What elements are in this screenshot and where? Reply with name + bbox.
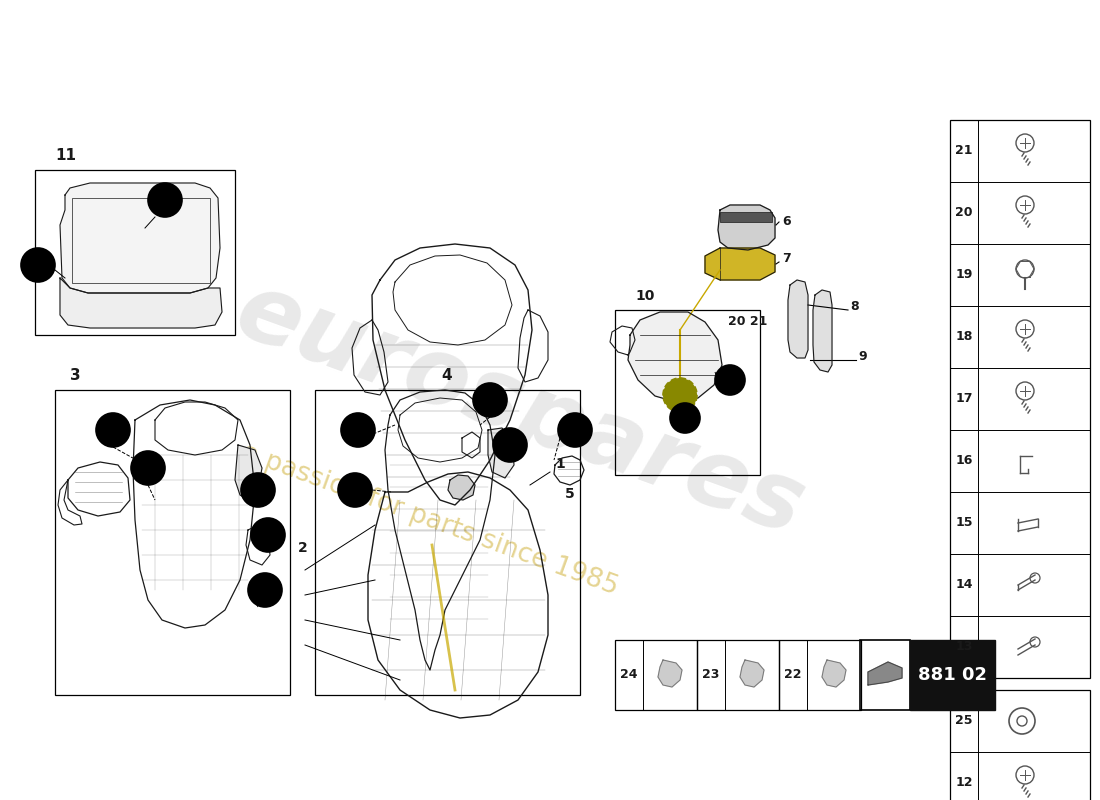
Circle shape (148, 183, 182, 217)
Polygon shape (60, 183, 220, 293)
Text: 14: 14 (955, 578, 972, 591)
Polygon shape (60, 278, 222, 328)
Bar (697, 640, 779, 710)
Polygon shape (628, 312, 722, 402)
Polygon shape (448, 475, 475, 500)
Bar (72, 198, 210, 283)
Text: 16: 16 (955, 454, 972, 467)
Text: 25: 25 (249, 483, 267, 497)
Text: 19: 19 (670, 388, 690, 402)
Text: 10: 10 (635, 289, 654, 303)
Text: 21: 21 (955, 145, 972, 158)
Circle shape (473, 383, 507, 417)
Text: 12: 12 (103, 423, 123, 437)
Polygon shape (718, 205, 776, 250)
Bar (315, 390, 580, 695)
Text: 25: 25 (955, 714, 972, 727)
Circle shape (131, 451, 165, 485)
Text: 20: 20 (722, 374, 739, 386)
Text: 3: 3 (70, 368, 80, 383)
Polygon shape (740, 660, 764, 687)
Text: 15: 15 (955, 517, 972, 530)
Text: 16: 16 (345, 483, 365, 497)
Circle shape (558, 413, 592, 447)
Polygon shape (813, 290, 832, 372)
Bar (779, 640, 861, 710)
Circle shape (248, 573, 282, 607)
Circle shape (715, 365, 745, 395)
Text: 20 21: 20 21 (728, 315, 768, 328)
Text: 22: 22 (784, 669, 802, 682)
Polygon shape (868, 662, 902, 685)
Text: 17: 17 (955, 393, 972, 406)
Text: 17: 17 (349, 423, 367, 437)
Text: 5: 5 (565, 487, 575, 501)
Text: 20: 20 (955, 206, 972, 219)
Text: 18: 18 (481, 393, 499, 407)
Polygon shape (705, 248, 776, 280)
Circle shape (96, 413, 130, 447)
Text: 22: 22 (500, 438, 519, 452)
Polygon shape (658, 660, 682, 687)
Text: 24: 24 (620, 669, 638, 682)
Text: 21: 21 (676, 411, 694, 425)
Text: 12: 12 (955, 777, 972, 790)
Text: 13: 13 (139, 461, 157, 475)
Circle shape (251, 518, 285, 552)
Bar (860, 640, 910, 710)
Text: 17: 17 (565, 423, 585, 437)
Circle shape (493, 428, 527, 462)
Text: 8: 8 (850, 300, 859, 313)
Text: 14: 14 (258, 528, 277, 542)
Bar (720, 212, 772, 222)
Text: 6: 6 (782, 215, 791, 228)
Text: 23: 23 (702, 669, 719, 682)
Polygon shape (488, 428, 514, 478)
Bar (615, 310, 760, 475)
Bar (615, 640, 697, 710)
Text: 15: 15 (255, 583, 275, 597)
Text: 1: 1 (556, 457, 564, 471)
Text: 7: 7 (782, 252, 791, 265)
Circle shape (241, 473, 275, 507)
Circle shape (663, 378, 697, 412)
Text: eurospares: eurospares (223, 265, 816, 555)
Text: 881 02: 881 02 (917, 666, 987, 684)
Bar (910, 640, 996, 710)
Text: 9: 9 (858, 350, 867, 363)
Bar (35, 170, 235, 335)
Bar (55, 390, 290, 695)
Text: 13: 13 (955, 641, 972, 654)
Polygon shape (788, 280, 808, 358)
Text: 19: 19 (955, 269, 972, 282)
Text: 4: 4 (442, 368, 452, 383)
Circle shape (341, 413, 375, 447)
Circle shape (338, 473, 372, 507)
Text: 24: 24 (29, 258, 47, 272)
Text: 2: 2 (298, 541, 308, 555)
Circle shape (670, 403, 700, 433)
Circle shape (21, 248, 55, 282)
Text: 23: 23 (155, 193, 175, 207)
Text: a passion for parts since 1985: a passion for parts since 1985 (238, 439, 622, 601)
Polygon shape (235, 445, 262, 500)
Text: 18: 18 (955, 330, 972, 343)
Polygon shape (822, 660, 846, 687)
Text: 11: 11 (55, 148, 76, 163)
Bar (950, 120, 1090, 678)
Bar (950, 690, 1090, 800)
